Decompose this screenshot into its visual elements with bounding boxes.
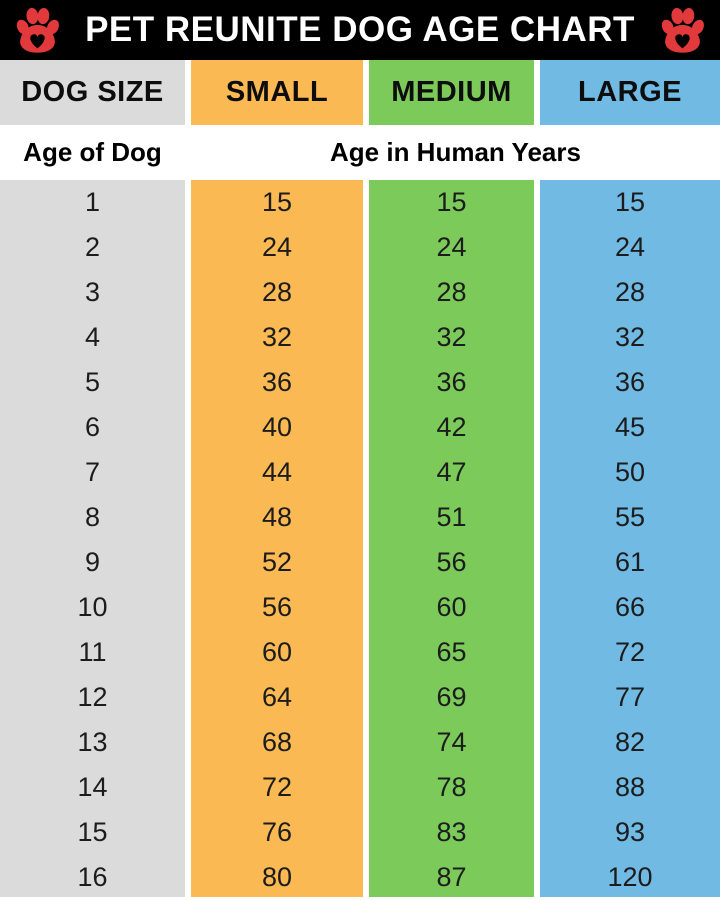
paw-heart-icon bbox=[16, 7, 59, 53]
column-header-small: SMALL bbox=[191, 60, 363, 125]
cell-small: 32 bbox=[261, 322, 293, 352]
cell-dog-age: 9 bbox=[84, 547, 101, 577]
cell-large: 36 bbox=[614, 367, 646, 397]
cell-small: 52 bbox=[261, 547, 293, 577]
cell-large: 61 bbox=[614, 547, 646, 577]
cell-dog-age: 4 bbox=[84, 322, 101, 352]
cell-small: 48 bbox=[261, 502, 293, 532]
subheader-age-in-human-years: Age in Human Years bbox=[330, 137, 581, 167]
cell-large: 82 bbox=[614, 727, 646, 757]
age-table: 1 15 15 15 2 24 24 24 3 28 28 28 4 32 32… bbox=[0, 180, 720, 900]
cell-large: 72 bbox=[614, 637, 646, 667]
subheader-row: Age of Dog Age in Human Years bbox=[0, 125, 720, 180]
cell-medium: 65 bbox=[436, 637, 467, 667]
cell-medium: 78 bbox=[436, 772, 467, 802]
cell-large: 50 bbox=[614, 457, 646, 487]
cell-dog-age: 1 bbox=[84, 187, 101, 217]
cell-small: 15 bbox=[261, 187, 293, 217]
cell-small: 76 bbox=[261, 817, 293, 847]
cell-small: 28 bbox=[261, 277, 293, 307]
title-bar: PET REUNITE DOG AGE CHART bbox=[0, 0, 720, 60]
cell-small: 56 bbox=[261, 592, 293, 622]
column-header-medium: MEDIUM bbox=[369, 60, 534, 125]
column-header-row: DOG SIZE SMALL MEDIUM LARGE bbox=[0, 60, 720, 125]
dog-size-column-band bbox=[0, 180, 185, 897]
cell-small: 44 bbox=[261, 457, 293, 487]
cell-large: 93 bbox=[614, 817, 646, 847]
cell-large: 15 bbox=[614, 187, 646, 217]
cell-medium: 47 bbox=[436, 457, 467, 487]
cell-small: 36 bbox=[261, 367, 293, 397]
age-table-grid: 1 15 15 15 2 24 24 24 3 28 28 28 4 32 32… bbox=[0, 180, 720, 900]
cell-small: 68 bbox=[261, 727, 293, 757]
cell-medium: 69 bbox=[436, 682, 467, 712]
cell-small: 24 bbox=[261, 232, 293, 262]
cell-large: 66 bbox=[614, 592, 646, 622]
subheader-age-of-dog: Age of Dog bbox=[23, 137, 162, 167]
cell-medium: 24 bbox=[436, 232, 467, 262]
cell-small: 40 bbox=[261, 412, 293, 442]
cell-dog-age: 12 bbox=[77, 682, 108, 712]
cell-medium: 32 bbox=[436, 322, 467, 352]
cell-medium: 15 bbox=[436, 187, 467, 217]
cell-small: 72 bbox=[261, 772, 293, 802]
cell-large: 55 bbox=[614, 502, 646, 532]
cell-large: 120 bbox=[607, 862, 653, 892]
cell-dog-age: 3 bbox=[84, 277, 101, 307]
cell-medium: 36 bbox=[436, 367, 467, 397]
cell-dog-age: 16 bbox=[77, 862, 108, 892]
cell-small: 60 bbox=[261, 637, 293, 667]
cell-medium: 83 bbox=[436, 817, 467, 847]
cell-dog-age: 10 bbox=[77, 592, 108, 622]
page-title: PET REUNITE DOG AGE CHART bbox=[85, 10, 635, 49]
cell-medium: 74 bbox=[436, 727, 467, 757]
cell-dog-age: 6 bbox=[84, 412, 101, 442]
cell-large: 45 bbox=[614, 412, 646, 442]
large-column-band bbox=[540, 180, 720, 897]
column-header-dog-size: DOG SIZE bbox=[0, 60, 185, 125]
column-header-large: LARGE bbox=[540, 60, 720, 125]
cell-dog-age: 5 bbox=[84, 367, 101, 397]
cell-dog-age: 15 bbox=[77, 817, 108, 847]
cell-large: 32 bbox=[614, 322, 646, 352]
medium-column-band bbox=[369, 180, 534, 897]
cell-dog-age: 13 bbox=[77, 727, 108, 757]
cell-medium: 51 bbox=[436, 502, 467, 532]
cell-small: 64 bbox=[261, 682, 293, 712]
small-column-band bbox=[191, 180, 363, 897]
cell-dog-age: 8 bbox=[84, 502, 101, 532]
cell-large: 24 bbox=[614, 232, 646, 262]
cell-small: 80 bbox=[261, 862, 293, 892]
cell-large: 28 bbox=[614, 277, 646, 307]
cell-medium: 42 bbox=[436, 412, 467, 442]
cell-large: 88 bbox=[614, 772, 646, 802]
cell-medium: 56 bbox=[436, 547, 467, 577]
cell-medium: 87 bbox=[436, 862, 467, 892]
paw-heart-icon bbox=[661, 7, 704, 53]
cell-medium: 60 bbox=[436, 592, 467, 622]
cell-medium: 28 bbox=[436, 277, 467, 307]
cell-large: 77 bbox=[614, 682, 646, 712]
cell-dog-age: 11 bbox=[78, 637, 107, 667]
cell-dog-age: 14 bbox=[77, 772, 108, 802]
cell-dog-age: 7 bbox=[84, 457, 101, 487]
cell-dog-age: 2 bbox=[84, 232, 101, 262]
